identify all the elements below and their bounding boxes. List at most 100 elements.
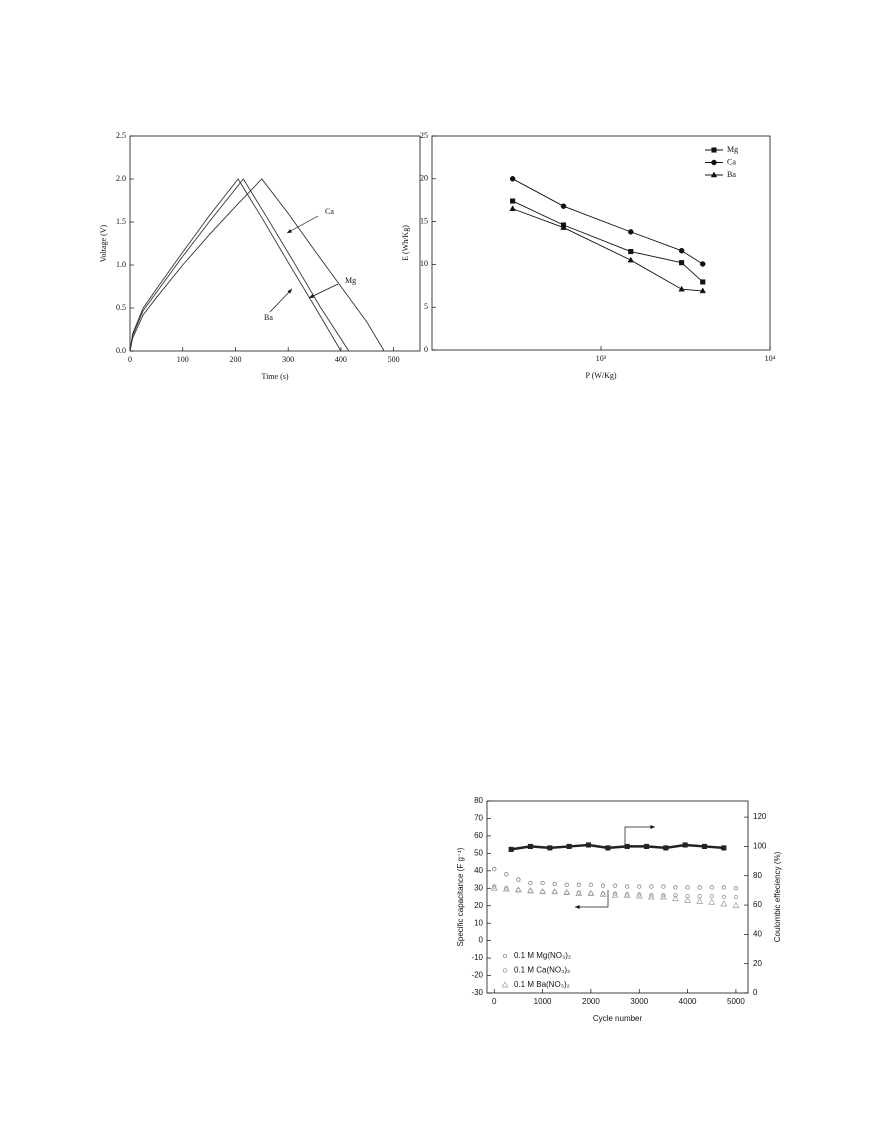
marker: [661, 884, 666, 889]
legend-marker: [501, 981, 509, 988]
arrow-head: [287, 229, 292, 233]
y2-tick-label: 80: [753, 871, 762, 880]
y-tick-label: 80: [474, 796, 483, 805]
marker: [709, 893, 714, 899]
marker: [560, 224, 567, 230]
legend-label: Ba: [727, 170, 736, 179]
x-tick-label: 2000: [582, 997, 600, 1006]
arrow-head: [575, 905, 580, 909]
arrow-head: [650, 825, 655, 829]
marker: [697, 885, 702, 890]
y2-tick-label: 60: [753, 900, 762, 909]
marker: [699, 287, 706, 294]
y2-tick-label: 40: [753, 929, 762, 938]
x-tick-label: 4000: [679, 997, 697, 1006]
y-tick-label: 20: [474, 901, 483, 910]
marker: [672, 895, 679, 902]
y-tick-label: 1.0: [116, 260, 126, 269]
y2-tick-label: 120: [753, 812, 767, 821]
legend-marker: [502, 968, 508, 973]
y-tick-label: 25: [420, 131, 428, 140]
y2-axis-title: Coulombic effeciency (%): [773, 851, 782, 942]
marker: [721, 885, 726, 890]
marker: [527, 843, 534, 849]
x-tick-label: 300: [282, 355, 294, 364]
y-tick-label: 60: [474, 831, 483, 840]
x-tick-label: 10⁴: [765, 354, 776, 363]
marker: [696, 897, 704, 904]
marker: [628, 249, 634, 255]
marker: [509, 205, 516, 212]
y-tick-label: -30: [471, 988, 483, 997]
series-line: [129, 178, 350, 352]
marker: [678, 285, 685, 292]
y-tick-label: 0: [424, 345, 428, 354]
marker: [587, 889, 595, 896]
x-axis-title: Time (s): [261, 372, 288, 381]
x-tick-label: 0: [128, 355, 132, 364]
y-tick-label: 30: [474, 883, 483, 892]
marker: [678, 247, 685, 254]
x-axis-title: Cycle number: [593, 1014, 643, 1023]
marker: [492, 866, 497, 872]
marker: [547, 845, 553, 851]
y-tick-label: 15: [420, 216, 428, 225]
marker: [585, 842, 592, 848]
legend-marker: [502, 953, 508, 959]
series-line: [129, 178, 385, 352]
marker: [576, 882, 581, 887]
marker: [709, 885, 714, 890]
marker: [575, 889, 583, 896]
marker: [528, 880, 533, 886]
marker: [635, 892, 643, 899]
x-tick-label: 1000: [534, 997, 552, 1006]
curve-label: Ca: [325, 207, 334, 216]
y-axis-title: Voltage (V): [99, 224, 108, 262]
voltage-chart: 0 100 200 300 400 500 0.0 0.5 1.0 1.5 2.0 2.5 Time (…: [99, 131, 421, 381]
marker: [599, 890, 607, 897]
annotation-arrow: [269, 288, 293, 313]
y-tick-label: 0: [479, 936, 484, 945]
marker: [625, 884, 630, 889]
legend-label: 0.1 M Ba(NO₃)₂: [514, 980, 570, 989]
y2-tick-label: 100: [753, 842, 767, 851]
y-tick-label: 20: [420, 174, 428, 183]
marker: [540, 880, 545, 886]
annotation-arrow: [286, 215, 319, 234]
marker: [628, 229, 634, 235]
annotation-arrow: [575, 890, 609, 908]
marker: [605, 845, 611, 851]
x-tick-label: 500: [388, 355, 400, 364]
marker: [643, 843, 650, 849]
y-tick-label: 5: [424, 302, 428, 311]
marker: [627, 256, 634, 263]
marker: [699, 261, 706, 267]
cycling-chart: 0 1000 2000 3000 4000 5000-30-20-100102030405…: [456, 796, 782, 1023]
marker: [663, 845, 669, 851]
arrow-head: [309, 294, 314, 298]
annotation-arrow: [624, 826, 655, 845]
marker: [509, 176, 516, 182]
y-tick-label: 10: [420, 259, 428, 268]
y-tick-label: 0.0: [116, 346, 126, 355]
marker: [647, 893, 655, 900]
marker: [508, 846, 514, 852]
marker: [673, 893, 678, 898]
marker: [551, 888, 559, 895]
y-tick-label: -20: [471, 971, 483, 980]
x-tick-label: 3000: [630, 997, 648, 1006]
marker: [733, 894, 739, 900]
y-tick-label: 2.5: [116, 131, 126, 140]
legend-label: 0.1 M Ca(NO₃)₂: [514, 966, 570, 975]
y-tick-label: 10: [474, 918, 483, 927]
marker: [637, 884, 642, 889]
x-tick-label: 0: [492, 997, 497, 1006]
marker: [510, 198, 516, 204]
marker: [708, 898, 716, 905]
x-tick-label: 5000: [727, 997, 745, 1006]
marker: [623, 891, 631, 898]
x-tick-label: 400: [335, 355, 347, 364]
legend-label: Ca: [727, 157, 736, 166]
marker: [649, 884, 654, 889]
